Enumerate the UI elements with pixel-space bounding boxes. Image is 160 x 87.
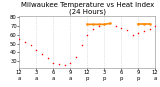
Point bbox=[103, 24, 105, 25]
Point bbox=[137, 32, 140, 34]
Point bbox=[18, 38, 20, 40]
Point bbox=[143, 31, 145, 32]
Point bbox=[35, 49, 37, 50]
Point bbox=[29, 45, 32, 46]
Point bbox=[126, 30, 128, 31]
Point bbox=[41, 53, 43, 55]
Point bbox=[120, 27, 123, 29]
Point bbox=[58, 64, 60, 65]
Point bbox=[80, 45, 83, 46]
Point bbox=[52, 62, 54, 63]
Point bbox=[154, 25, 156, 27]
Point bbox=[69, 62, 72, 63]
Point bbox=[131, 34, 134, 35]
Point bbox=[46, 58, 49, 59]
Point bbox=[86, 34, 88, 35]
Point bbox=[109, 23, 111, 24]
Point bbox=[63, 65, 66, 66]
Point bbox=[75, 56, 77, 57]
Point bbox=[97, 25, 100, 27]
Point bbox=[114, 25, 117, 27]
Title: Milwaukee Temperature vs Heat Index
(24 Hours): Milwaukee Temperature vs Heat Index (24 … bbox=[21, 2, 154, 15]
Point bbox=[24, 41, 26, 42]
Point bbox=[148, 28, 151, 29]
Point bbox=[92, 28, 94, 29]
